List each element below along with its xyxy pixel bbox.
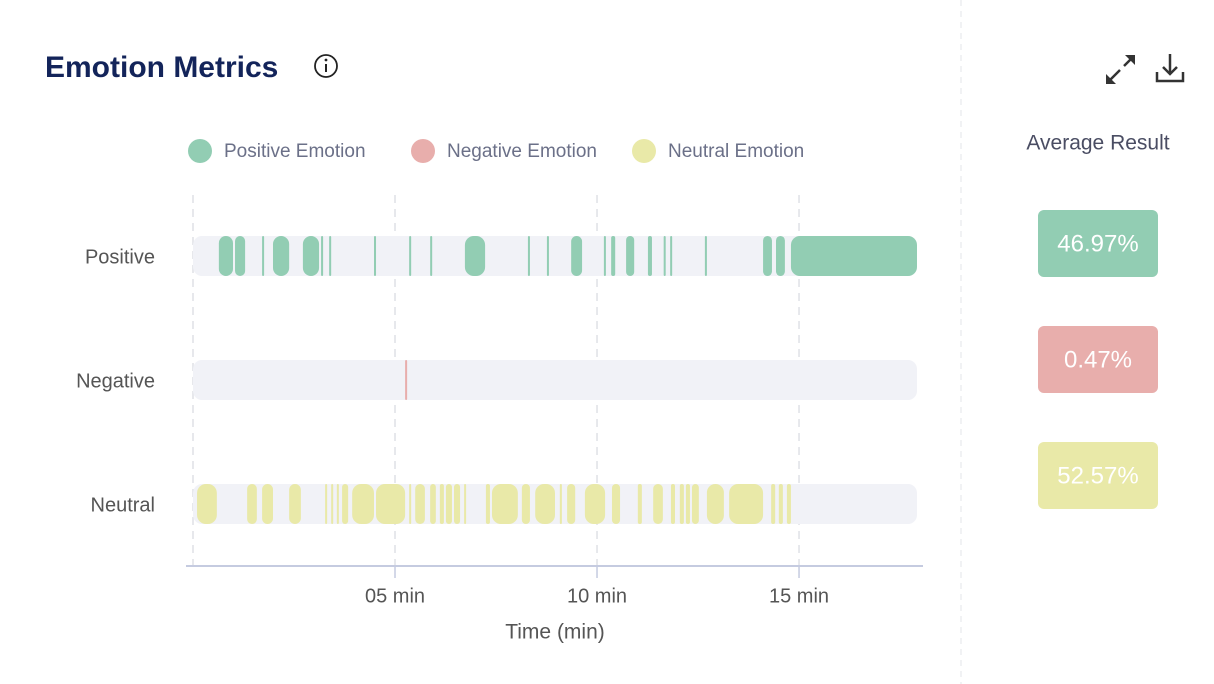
legend-marker (632, 139, 656, 163)
x-axis-label: Time (min) (505, 621, 605, 644)
emotion-segment (691, 484, 699, 524)
download-icon[interactable] (1155, 54, 1185, 83)
emotion-segment (430, 236, 433, 276)
emotion-segment (374, 236, 377, 276)
emotion-segment (704, 236, 707, 276)
emotion-segment (584, 484, 606, 524)
emotion-segment (352, 484, 374, 524)
emotion-segment (626, 236, 635, 276)
emotion-segment (535, 484, 555, 524)
average-value: 52.57% (1057, 462, 1138, 489)
row-label: Positive (85, 246, 155, 268)
x-tick-label: 10 min (567, 585, 627, 607)
emotion-segment (415, 484, 425, 524)
emotion-segment (637, 484, 642, 524)
average-value: 46.97% (1057, 230, 1138, 257)
emotion-segment (409, 484, 412, 524)
emotion-segment (771, 484, 776, 524)
emotion-segment (302, 236, 320, 276)
emotion-segment (464, 236, 486, 276)
average-value: 0.47% (1064, 346, 1132, 373)
info-icon[interactable] (314, 54, 338, 78)
emotion-segment (453, 484, 461, 524)
emotion-segment (611, 236, 616, 276)
emotion-segment (729, 484, 764, 524)
legend-marker (411, 139, 435, 163)
emotion-segment (405, 360, 408, 400)
legend-marker (188, 139, 212, 163)
average-box (1038, 210, 1158, 277)
emotion-segment (235, 236, 246, 276)
average-box (1038, 442, 1158, 509)
legend-label: Negative Emotion (447, 141, 597, 162)
emotion-segment (567, 484, 576, 524)
legend-label: Positive Emotion (224, 141, 366, 162)
x-tick-label: 15 min (769, 585, 829, 607)
emotion-segment (670, 484, 675, 524)
row-label: Negative (76, 370, 155, 392)
emotion-segment (679, 484, 684, 524)
emotion-segment (670, 236, 673, 276)
average-box (1038, 326, 1158, 393)
emotion-segment (325, 484, 328, 524)
emotion-segment (546, 236, 549, 276)
legend-label: Neutral Emotion (668, 141, 804, 162)
emotion-segment (336, 484, 339, 524)
emotion-segment (342, 484, 349, 524)
emotion-segment (527, 236, 530, 276)
emotion-segment (445, 484, 452, 524)
row-label: Neutral (91, 494, 155, 516)
emotion-segment (790, 236, 917, 276)
emotion-segment (262, 484, 273, 524)
emotion-segment (485, 484, 490, 524)
emotion-segment (663, 236, 666, 276)
expand-icon[interactable] (1106, 55, 1135, 84)
emotion-segment (763, 236, 772, 276)
emotion-segment (329, 236, 332, 276)
emotion-segment (706, 484, 724, 524)
emotion-segment (559, 484, 562, 524)
emotion-segment (218, 236, 233, 276)
emotion-segment (439, 484, 444, 524)
emotion-segment (603, 236, 606, 276)
emotion-segment (491, 484, 518, 524)
emotion-segment (685, 484, 690, 524)
emotion-segment (331, 484, 334, 524)
track (193, 360, 917, 400)
emotion-segment (409, 236, 412, 276)
emotion-segment (289, 484, 301, 524)
emotion-segment (521, 484, 530, 524)
emotion-segment (786, 484, 791, 524)
emotion-segment (775, 236, 785, 276)
emotion-segment (653, 484, 663, 524)
emotion-segment (611, 484, 621, 524)
x-tick-label: 05 min (365, 585, 425, 607)
chart-title: Emotion Metrics (45, 51, 278, 84)
emotion-segment (272, 236, 290, 276)
emotion-segment (778, 484, 783, 524)
emotion-segment (376, 484, 406, 524)
emotion-segment (197, 484, 217, 524)
emotion-segment (262, 236, 265, 276)
average-title: Average Result (1026, 132, 1169, 155)
emotion-segment (464, 484, 467, 524)
emotion-segment (647, 236, 652, 276)
emotion-segment (321, 236, 324, 276)
emotion-segment (247, 484, 257, 524)
emotion-segment (430, 484, 436, 524)
emotion-segment (571, 236, 583, 276)
